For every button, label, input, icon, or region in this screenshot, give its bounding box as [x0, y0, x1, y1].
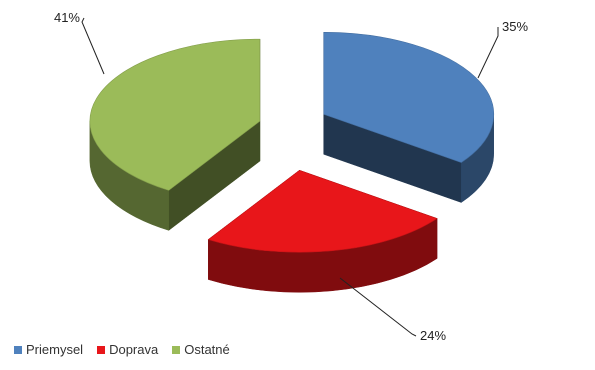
legend-item-priemysel: Priemysel — [14, 342, 83, 357]
leader-line-ostatne — [81, 17, 105, 75]
data-label-doprava: 24% — [420, 328, 446, 343]
legend-swatch-priemysel — [14, 345, 22, 354]
leader-line-priemysel — [477, 27, 499, 79]
pie-slice-top-ostatne — [89, 38, 261, 191]
data-label-priemysel: 35% — [502, 19, 528, 34]
pie-slice-doprava — [207, 169, 438, 293]
pie-slice-top-doprava — [207, 169, 438, 253]
chart-legend: Priemysel Doprava Ostatné — [14, 342, 230, 357]
legend-swatch-ostatne — [172, 345, 181, 354]
legend-item-ostatne: Ostatné — [172, 342, 230, 357]
legend-item-doprava: Doprava — [97, 342, 158, 357]
pie-slice-top-priemysel — [323, 31, 495, 163]
pie-slice-priemysel — [323, 31, 495, 203]
data-label-ostatne: 41% — [54, 10, 80, 25]
legend-label-doprava: Doprava — [109, 342, 159, 357]
legend-label-priemysel: Priemysel — [26, 342, 84, 357]
pie-slice-ostatne — [89, 38, 261, 231]
legend-label-ostatne: Ostatné — [184, 342, 230, 357]
legend-swatch-doprava — [97, 345, 106, 354]
leader-line-doprava — [339, 277, 417, 337]
